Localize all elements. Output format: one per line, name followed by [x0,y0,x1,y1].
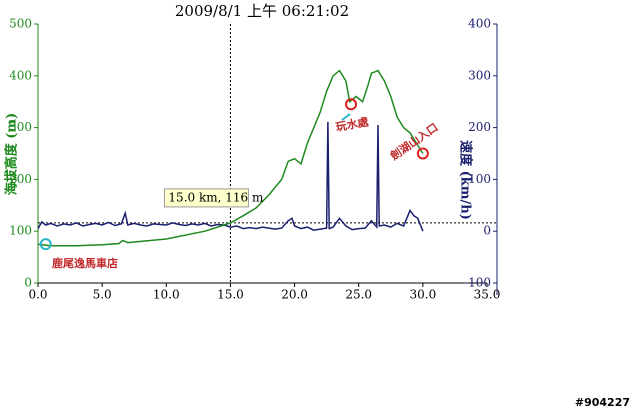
y2-tick-label: 100 [468,172,491,186]
annotation-marker [39,238,52,251]
y2-tick-label: 300 [468,68,491,82]
annotation: 鹿尾逸馬車店 [52,256,118,270]
y-tick-label: 0 [24,276,32,290]
annotation-marker [416,147,429,160]
cursor-tooltip [163,188,249,208]
x-tick-label: 35.0 [474,288,501,302]
series-line [37,121,424,232]
y-tick-label: 200 [9,172,32,186]
y2-tick-label: 0 [483,224,491,238]
y2-tick-label: 200 [468,120,491,134]
y2-tick-label: 400 [468,17,491,31]
x-tick-label: 0.0 [28,288,47,302]
y-tick-label: 400 [9,68,32,82]
y-tick-label: 300 [9,120,32,134]
y-tick-label: 100 [9,224,32,238]
series-line [37,69,424,247]
annotation-pointer [341,113,351,121]
annotation-marker [345,98,358,111]
cursor-tooltip-text: 15.0 km, 116 m [168,190,264,204]
x-tick-label: 30.0 [409,288,436,302]
watermark: #904227 [575,396,630,409]
chart-title: 2009/8/1 上午 06:21:02 [175,2,349,20]
x-tick-label: 10.0 [153,288,180,302]
y-tick-label: 500 [9,17,32,31]
y-axis-title: 海拔高度 (m) [4,113,20,196]
annotation: 玩水處 [335,114,371,134]
y2-axis-title: 速度 (km/h) [458,140,474,220]
y2-tick-label: -100 [464,276,491,290]
x-tick-label: 5.0 [93,288,112,302]
x-tick-label: 25.0 [345,288,372,302]
x-tick-label: 20.0 [281,288,308,302]
x-tick-label: 15.0 [217,288,244,302]
